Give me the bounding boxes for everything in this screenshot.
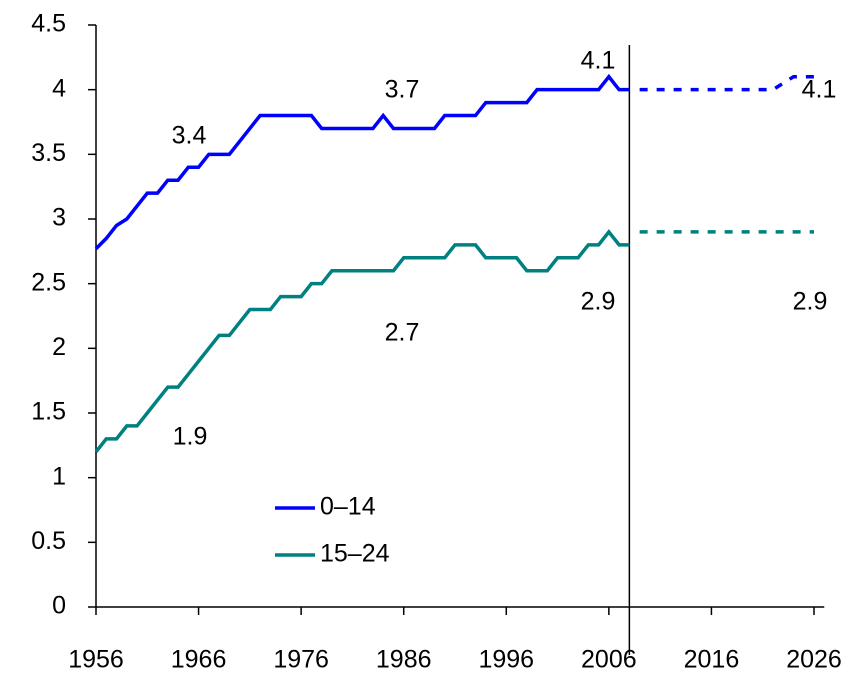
projection-line xyxy=(639,74,814,92)
y-tick-label: 0.5 xyxy=(31,527,66,555)
x-tick-label: 2006 xyxy=(581,646,637,674)
x-tick-label: 1986 xyxy=(376,646,432,674)
y-tick-label: 3.5 xyxy=(31,139,66,167)
annotation: 4.1 xyxy=(802,76,837,104)
y-tick-label: 4.5 xyxy=(31,10,66,38)
y-tick-label: 1 xyxy=(52,462,66,490)
annotation: 2.7 xyxy=(385,319,420,347)
series-line xyxy=(94,73,630,250)
annotation: 2.9 xyxy=(793,288,828,316)
x-tick-label: 1976 xyxy=(273,646,329,674)
x-tick-label: 2016 xyxy=(684,646,740,674)
annotation: 2.9 xyxy=(581,288,616,316)
x-tick-label: 1956 xyxy=(68,646,124,674)
y-tick-label: 0 xyxy=(52,592,66,620)
y-tick-label: 3 xyxy=(52,204,66,232)
annotation: 1.9 xyxy=(173,423,208,451)
legend-label: 15–24 xyxy=(320,540,390,568)
annotation: 3.7 xyxy=(385,76,420,104)
series-line xyxy=(94,229,630,453)
y-tick-label: 2 xyxy=(52,333,66,361)
x-tick-label: 1996 xyxy=(478,646,534,674)
legend-label: 0–14 xyxy=(320,493,376,521)
annotation: 4.1 xyxy=(581,47,616,75)
y-tick-label: 2.5 xyxy=(31,268,66,296)
annotation: 3.4 xyxy=(172,122,207,150)
y-tick-label: 1.5 xyxy=(31,398,66,426)
y-tick-label: 4 xyxy=(52,74,66,102)
x-tick-label: 2026 xyxy=(786,646,842,674)
x-tick-label: 1966 xyxy=(171,646,227,674)
